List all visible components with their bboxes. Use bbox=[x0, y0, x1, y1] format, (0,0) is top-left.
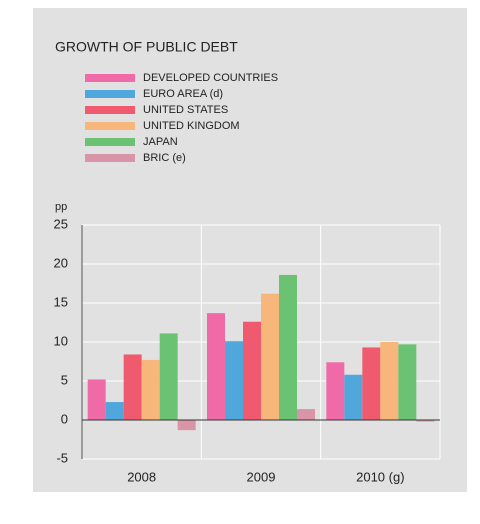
bar bbox=[416, 420, 435, 422]
legend-swatch bbox=[85, 106, 135, 114]
bar bbox=[297, 409, 315, 420]
chart-title: GROWTH OF PUBLIC DEBT bbox=[55, 39, 238, 55]
y-tick-label: 25 bbox=[54, 216, 68, 231]
x-tick-label: 2008 bbox=[127, 469, 156, 484]
legend-label: EURO AREA (d) bbox=[143, 88, 223, 100]
y-tick-label: 0 bbox=[61, 411, 68, 426]
x-tick-label: 2009 bbox=[247, 469, 276, 484]
legend-swatch bbox=[85, 154, 135, 162]
bar bbox=[326, 362, 345, 420]
legend-label: JAPAN bbox=[143, 136, 178, 148]
bar bbox=[261, 293, 279, 420]
bar bbox=[87, 379, 106, 420]
bar bbox=[243, 321, 261, 420]
y-tick-label: 10 bbox=[54, 333, 68, 348]
legend-label: UNITED KINGDOM bbox=[143, 120, 240, 132]
bar bbox=[279, 274, 297, 420]
legend-swatch bbox=[85, 90, 135, 98]
legend-swatch bbox=[85, 74, 135, 82]
y-tick-label: 5 bbox=[61, 372, 68, 387]
y-tick-label: 15 bbox=[54, 294, 68, 309]
y-tick-label: 20 bbox=[54, 255, 68, 270]
bar bbox=[177, 420, 196, 431]
bar bbox=[141, 359, 160, 420]
legend-swatch bbox=[85, 122, 135, 130]
bar bbox=[225, 341, 243, 420]
legend-label: BRIC (e) bbox=[143, 152, 186, 164]
legend-label: UNITED STATES bbox=[143, 104, 228, 116]
bar bbox=[380, 342, 399, 420]
bar bbox=[398, 344, 417, 420]
bar bbox=[123, 354, 142, 420]
bar bbox=[362, 347, 381, 420]
y-tick-label: -5 bbox=[56, 450, 68, 465]
bar bbox=[344, 374, 363, 420]
y-unit: pp bbox=[55, 201, 67, 213]
legend-swatch bbox=[85, 138, 135, 146]
legend-label: DEVELOPED COUNTRIES bbox=[143, 72, 278, 84]
x-tick-label: 2010 (g) bbox=[356, 469, 404, 484]
bar bbox=[159, 333, 178, 420]
bar bbox=[207, 313, 225, 420]
bar bbox=[105, 402, 124, 420]
